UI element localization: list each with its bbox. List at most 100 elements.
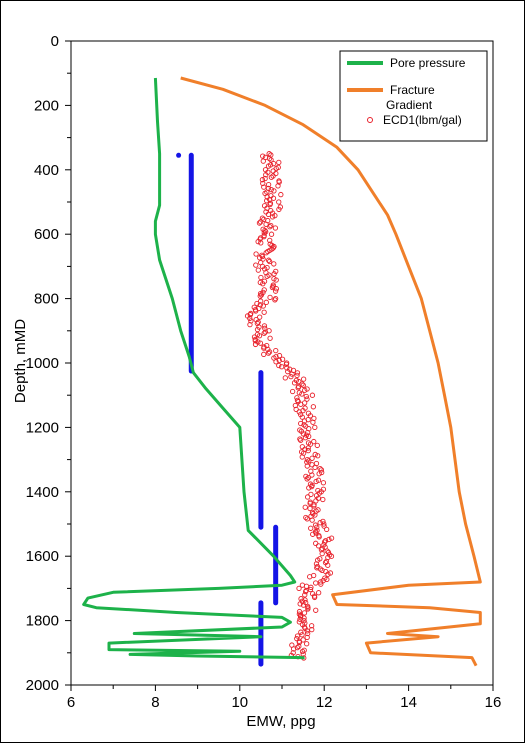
ecd1-point xyxy=(278,364,285,370)
ecd1-point xyxy=(307,441,314,447)
ecd1-point xyxy=(260,256,266,262)
ecd1-point xyxy=(257,314,263,320)
ecd1-point xyxy=(270,245,276,251)
ecd1-point xyxy=(261,309,267,315)
ecd1-point xyxy=(304,456,310,463)
ecd1-point xyxy=(309,483,315,490)
ecd1-point xyxy=(271,261,277,267)
ecd1-point xyxy=(272,288,279,294)
ecd1-point xyxy=(313,607,319,613)
ecd1-point xyxy=(257,279,263,286)
ecd1-point xyxy=(254,326,261,333)
ecd1-point xyxy=(268,157,274,163)
ecd1-point xyxy=(320,496,326,503)
ecd1-point xyxy=(291,646,297,652)
ecd1-point xyxy=(284,365,290,371)
ecd1-point xyxy=(299,444,305,450)
ecd1-point xyxy=(263,299,269,305)
ecd1-point xyxy=(265,163,272,169)
ecd1-point xyxy=(309,517,315,523)
ecd1-point xyxy=(305,447,311,454)
ecd1-point xyxy=(321,521,327,527)
ecd1-point xyxy=(307,505,313,512)
ecd1-point xyxy=(248,318,254,324)
ecd1-point xyxy=(304,459,310,465)
ecd1-point xyxy=(302,588,309,595)
ecd1-point xyxy=(326,536,332,543)
ecd1-point xyxy=(301,610,308,616)
ecd1-point xyxy=(261,351,267,357)
ecd1-point xyxy=(324,526,330,533)
ecd1-point xyxy=(318,467,325,473)
x-tick-label: 14 xyxy=(400,694,417,711)
ecd1-point xyxy=(305,445,311,451)
ecd1-point xyxy=(320,518,326,525)
ecd1-point xyxy=(304,476,310,482)
ecd1-point xyxy=(302,592,308,598)
ecd1-point xyxy=(256,220,263,226)
ecd1-point xyxy=(296,619,302,625)
ecd1-point xyxy=(295,385,301,391)
ecd1-point xyxy=(252,338,258,344)
y-tick-label: 200 xyxy=(34,97,59,114)
ecd1-point xyxy=(304,516,310,522)
y-tick-label: 1800 xyxy=(26,613,59,630)
ecd1-point xyxy=(300,376,307,382)
ecd1-point xyxy=(276,362,282,369)
ecd1-point xyxy=(266,258,273,265)
ecd1-point xyxy=(299,454,305,460)
ecd1-point xyxy=(265,182,272,188)
ecd1-point xyxy=(309,623,315,629)
ecd1-point xyxy=(294,372,300,379)
legend: Pore pressure Fracture Gradient ECD1(lbm/… xyxy=(339,50,488,142)
ecd1-point xyxy=(309,455,315,461)
ecd1-point xyxy=(311,503,317,509)
ecd1-point xyxy=(316,534,322,540)
mud-weight-point xyxy=(176,152,182,158)
y-axis-title: Depth, mMD xyxy=(12,319,29,403)
x-tick-label: 12 xyxy=(316,694,333,711)
ecd1-point xyxy=(259,177,266,183)
ecd1-point xyxy=(276,199,282,205)
ecd1-point xyxy=(309,392,316,398)
ecd1-point xyxy=(247,321,253,328)
ecd1-point xyxy=(313,561,320,567)
ecd1-point xyxy=(320,578,326,584)
ecd1-point xyxy=(255,319,261,325)
ecd1-point xyxy=(321,523,327,529)
ecd1-point xyxy=(305,630,311,637)
legend-label-ecd1: ECD1(lbm/gal) xyxy=(383,113,462,127)
ecd1-point xyxy=(263,221,269,227)
legend-label-fracture-gradient: Fracture Gradient xyxy=(386,83,435,112)
ecd1-point xyxy=(262,175,268,182)
ecd1-point xyxy=(272,225,279,231)
x-axis-title: EMW, ppg xyxy=(246,713,315,730)
ecd1-point xyxy=(299,414,305,420)
ecd1-point xyxy=(304,494,311,500)
ecd1-point xyxy=(276,357,282,364)
ecd1-point xyxy=(305,474,312,481)
ecd1-point xyxy=(300,382,306,388)
ecd1-point xyxy=(296,585,302,592)
ecd1-point xyxy=(255,238,261,245)
y-tick-label: 2000 xyxy=(26,677,59,694)
ecd1-point xyxy=(257,293,263,299)
ecd1-point xyxy=(312,424,318,431)
ecd1-point xyxy=(315,487,321,494)
ecd1-point xyxy=(255,267,261,273)
ecd1-point xyxy=(310,531,316,537)
ecd1-point xyxy=(324,548,330,554)
ecd1-point xyxy=(267,294,273,301)
ecd1-point xyxy=(273,286,280,292)
ecd1-point xyxy=(251,334,258,340)
ecd1-point xyxy=(308,491,314,498)
ecd1-point xyxy=(261,184,267,190)
ecd1-point xyxy=(313,478,319,485)
ecd1-point xyxy=(302,504,308,510)
ecd1-point xyxy=(253,308,259,314)
ecd1-point xyxy=(298,420,304,427)
ecd1-point xyxy=(253,262,259,268)
ecd1-point xyxy=(282,375,288,381)
legend-box xyxy=(339,50,488,142)
ecd1-point xyxy=(304,463,310,469)
